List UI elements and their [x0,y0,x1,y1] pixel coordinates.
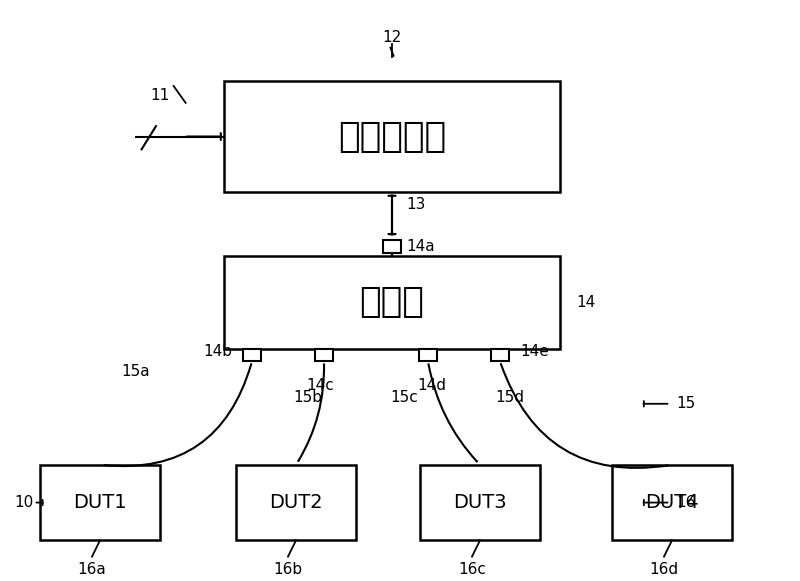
Text: 功分器: 功分器 [359,285,425,319]
Text: 16d: 16d [650,562,678,578]
Text: 16c: 16c [458,562,486,578]
Text: 信号发生器: 信号发生器 [338,120,446,153]
Text: DUT1: DUT1 [73,493,127,512]
Text: 15c: 15c [390,390,418,406]
Text: 14e: 14e [520,344,549,359]
FancyBboxPatch shape [491,349,509,361]
Text: 11: 11 [150,88,170,103]
Text: 13: 13 [406,197,426,211]
Text: 14a: 14a [406,239,435,254]
Text: 12: 12 [382,30,402,45]
FancyBboxPatch shape [383,240,401,253]
FancyBboxPatch shape [243,349,261,361]
Text: 15a: 15a [122,364,150,379]
FancyBboxPatch shape [40,465,160,540]
FancyArrowPatch shape [501,364,667,468]
FancyBboxPatch shape [224,256,560,349]
FancyArrowPatch shape [298,364,324,461]
FancyBboxPatch shape [315,349,333,361]
Text: 14d: 14d [418,378,446,393]
Text: DUT2: DUT2 [269,493,323,512]
Text: 15d: 15d [495,390,524,406]
FancyArrowPatch shape [429,364,477,461]
FancyBboxPatch shape [419,349,437,361]
Text: 14b: 14b [203,344,232,359]
Text: 15: 15 [676,396,695,411]
FancyBboxPatch shape [420,465,540,540]
Text: 14c: 14c [306,378,334,393]
Text: 16a: 16a [78,562,106,578]
Text: 14: 14 [576,295,595,310]
Text: DUT4: DUT4 [645,493,699,512]
Text: 16b: 16b [274,562,302,578]
Text: 15b: 15b [294,390,322,406]
Text: 16: 16 [676,495,695,510]
FancyBboxPatch shape [612,465,732,540]
Text: 10: 10 [14,495,34,510]
FancyBboxPatch shape [224,81,560,192]
FancyBboxPatch shape [236,465,356,540]
Text: DUT3: DUT3 [453,493,507,512]
FancyArrowPatch shape [105,364,251,466]
